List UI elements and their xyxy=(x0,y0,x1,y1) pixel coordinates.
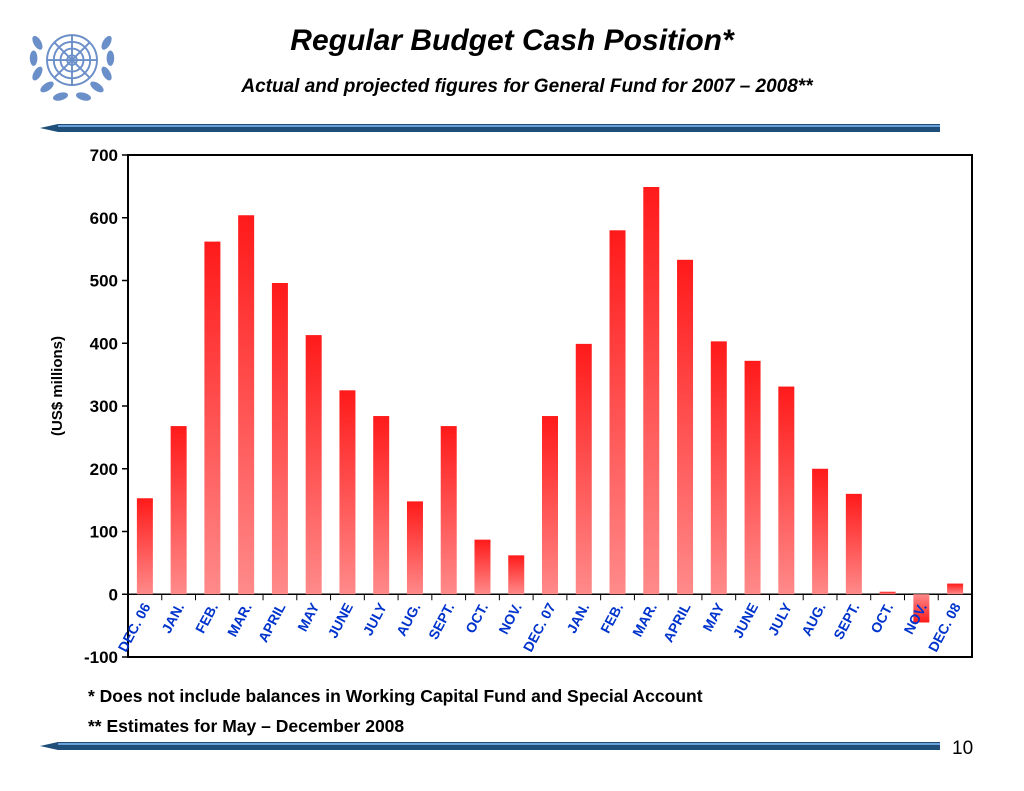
top-divider xyxy=(40,124,940,132)
x-tick-label: OCT. xyxy=(462,600,491,636)
bar xyxy=(913,594,930,623)
x-tick-label: APRIL xyxy=(660,600,694,645)
x-tick-label: JUNE xyxy=(730,600,762,640)
slide-title: Regular Budget Cash Position* xyxy=(290,24,734,57)
x-tick-label: DEC. 07 xyxy=(520,600,559,654)
x-tick-label: FEB. xyxy=(597,600,626,636)
x-tick-label: JAN. xyxy=(563,600,592,636)
y-tick-label: 100 xyxy=(90,523,118,542)
bar xyxy=(744,360,761,595)
un-emblem-icon xyxy=(29,34,115,101)
bar xyxy=(508,555,525,595)
x-tick-label: DEC. 08 xyxy=(925,600,964,654)
bar xyxy=(542,416,558,595)
y-tick-label: 300 xyxy=(90,397,118,416)
x-tick-label: OCT. xyxy=(867,600,896,636)
bar xyxy=(305,335,322,595)
y-tick-label: 400 xyxy=(90,334,118,353)
x-tick-label: NOV. xyxy=(495,600,525,637)
x-tick-label: SEPT. xyxy=(425,600,457,642)
bar xyxy=(575,343,592,595)
x-tick-label: APRIL xyxy=(255,600,289,645)
bar xyxy=(947,583,964,595)
x-tick-label: AUG. xyxy=(798,600,829,638)
slide-subtitle: Actual and projected figures for General… xyxy=(241,76,813,97)
bar xyxy=(778,386,795,595)
bar xyxy=(238,215,255,595)
x-tick-label: MAY xyxy=(699,600,727,634)
x-tick-label: MAR. xyxy=(629,600,660,639)
y-tick-label: 600 xyxy=(90,209,118,228)
x-tick-label: MAR. xyxy=(224,600,255,639)
x-tick-label: JAN. xyxy=(158,600,187,636)
bar xyxy=(609,230,626,595)
x-tick-label: DEC. 06 xyxy=(115,600,154,654)
bottom-divider xyxy=(40,742,940,750)
bar xyxy=(440,426,457,595)
page-number: 10 xyxy=(952,738,974,759)
bar xyxy=(373,416,390,595)
x-tick-label: SEPT. xyxy=(830,600,862,642)
y-tick-label: 500 xyxy=(90,272,118,291)
bar xyxy=(710,341,727,595)
bar xyxy=(677,259,694,595)
bar xyxy=(845,493,862,595)
x-tick-label: FEB. xyxy=(192,600,221,636)
bar xyxy=(271,283,288,595)
bar xyxy=(170,426,187,595)
footnote-2: ** Estimates for May – December 2008 xyxy=(88,716,405,736)
y-tick-label: -100 xyxy=(84,648,118,667)
x-tick-label: JUNE xyxy=(324,600,356,640)
y-tick-label: 0 xyxy=(109,585,118,604)
y-tick-label: 700 xyxy=(90,146,118,165)
bar xyxy=(406,501,423,595)
bar xyxy=(474,539,491,595)
bar xyxy=(136,498,153,595)
x-tick-label: JULY xyxy=(360,600,391,639)
y-axis-label: (US$ millions) xyxy=(49,336,66,436)
bar xyxy=(812,468,829,595)
x-tick-label: AUG. xyxy=(393,600,424,638)
bar xyxy=(204,241,221,595)
y-tick-label: 200 xyxy=(90,460,118,479)
x-tick-label: JULY xyxy=(765,600,796,639)
bar xyxy=(643,187,660,595)
footnote-1: * Does not include balances in Working C… xyxy=(88,686,703,706)
bar xyxy=(339,390,356,595)
bar xyxy=(879,591,896,595)
x-tick-label: MAY xyxy=(294,600,322,634)
